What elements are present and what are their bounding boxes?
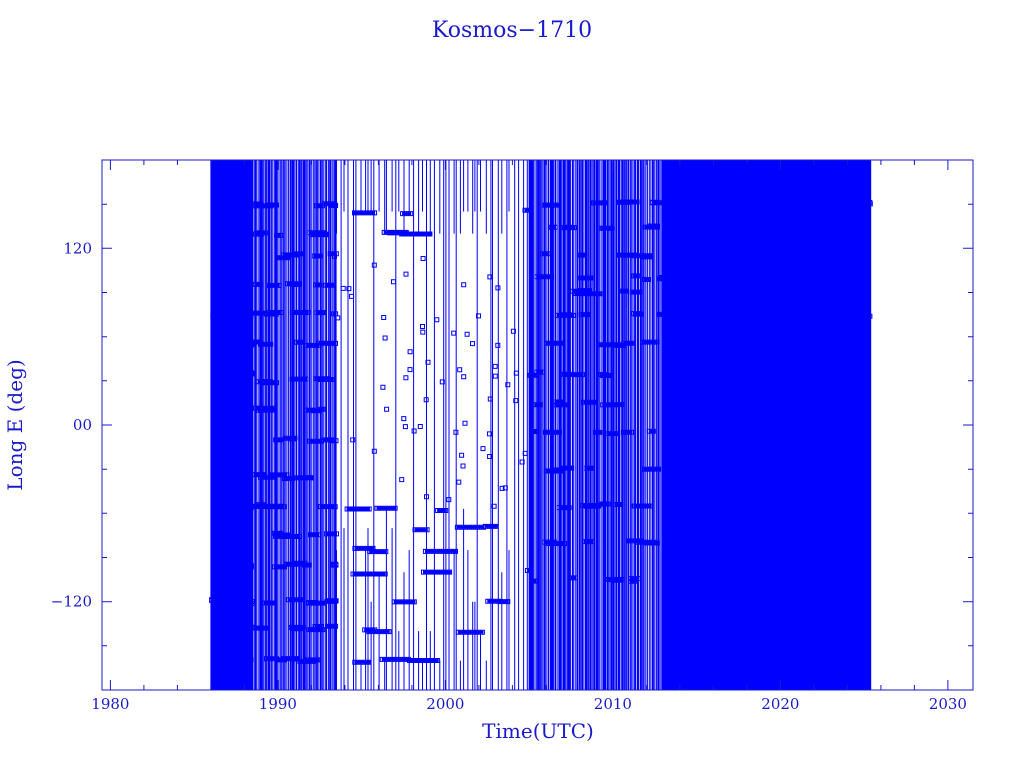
x-tick-label: 1990 bbox=[259, 695, 297, 713]
x-tick-label: 2010 bbox=[594, 695, 632, 713]
x-axis-ticks: 1980 1990 2000 2010 2020 2030 bbox=[91, 160, 967, 713]
y-tick-label: 120 bbox=[63, 239, 92, 257]
data-series-trace bbox=[210, 160, 872, 690]
data-markers bbox=[209, 199, 873, 665]
x-tick-label: 2000 bbox=[426, 695, 464, 713]
series-point-markers bbox=[209, 199, 873, 665]
x-axis-label: Time(UTC) bbox=[482, 719, 594, 743]
y-tick-label: −120 bbox=[51, 593, 92, 611]
y-tick-marks bbox=[102, 159, 973, 691]
series-line-wraps bbox=[210, 160, 872, 690]
x-tick-marks bbox=[109, 160, 949, 690]
y-axis-label: Long E (deg) bbox=[3, 359, 27, 490]
y-axis-ticks: −120 00 120 bbox=[51, 159, 973, 691]
y-tick-label: 00 bbox=[73, 416, 92, 434]
x-tick-label: 2020 bbox=[761, 695, 799, 713]
x-tick-label: 1980 bbox=[91, 695, 129, 713]
chart-title: Kosmos−1710 bbox=[432, 18, 592, 43]
x-tick-label: 2030 bbox=[929, 695, 967, 713]
